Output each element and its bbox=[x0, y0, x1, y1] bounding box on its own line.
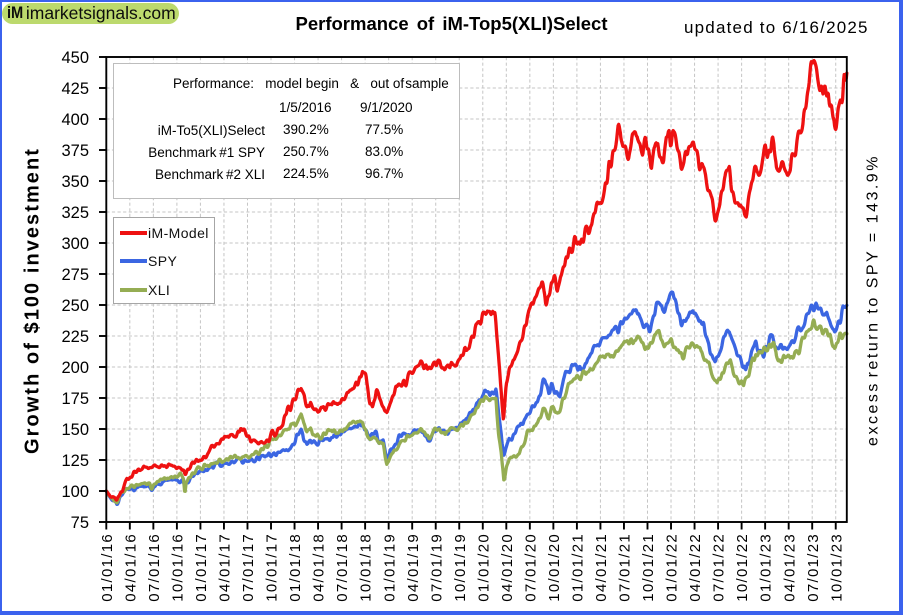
svg-text:75: 75 bbox=[71, 514, 89, 532]
svg-text:200: 200 bbox=[61, 359, 89, 377]
svg-text:04/01/23: 04/01/23 bbox=[781, 533, 798, 602]
svg-text:01/01/16: 01/01/16 bbox=[99, 533, 116, 602]
svg-text:375: 375 bbox=[61, 142, 89, 160]
svg-text:01/01/17: 01/01/17 bbox=[193, 533, 210, 602]
svg-text:350: 350 bbox=[61, 173, 89, 191]
svg-text:10/01/17: 10/01/17 bbox=[264, 533, 281, 602]
svg-text:01/01/18: 01/01/18 bbox=[287, 533, 304, 602]
svg-text:07/01/23: 07/01/23 bbox=[805, 533, 822, 602]
svg-text:150: 150 bbox=[61, 421, 89, 439]
svg-text:04/01/17: 04/01/17 bbox=[217, 533, 234, 602]
svg-text:10/01/18: 10/01/18 bbox=[358, 533, 375, 602]
svg-text:07/01/17: 07/01/17 bbox=[240, 533, 257, 602]
svg-text:10/01/19: 10/01/19 bbox=[452, 533, 469, 602]
svg-text:04/01/22: 04/01/22 bbox=[687, 533, 704, 602]
svg-text:300: 300 bbox=[61, 235, 89, 253]
svg-text:07/01/18: 07/01/18 bbox=[334, 533, 351, 602]
svg-text:10/01/16: 10/01/16 bbox=[169, 533, 186, 602]
svg-text:07/01/21: 07/01/21 bbox=[617, 533, 634, 602]
svg-text:10/01/21: 10/01/21 bbox=[640, 533, 657, 602]
svg-text:325: 325 bbox=[61, 204, 89, 222]
svg-text:04/01/18: 04/01/18 bbox=[311, 533, 328, 602]
svg-text:04/01/21: 04/01/21 bbox=[593, 533, 610, 602]
svg-text:175: 175 bbox=[61, 390, 89, 408]
svg-text:07/01/19: 07/01/19 bbox=[428, 533, 445, 602]
svg-text:01/01/20: 01/01/20 bbox=[475, 533, 492, 602]
svg-text:01/01/19: 01/01/19 bbox=[381, 533, 398, 602]
svg-text:07/01/20: 07/01/20 bbox=[522, 533, 539, 602]
svg-text:100: 100 bbox=[61, 483, 89, 501]
svg-text:07/01/22: 07/01/22 bbox=[711, 533, 728, 602]
svg-text:225: 225 bbox=[61, 328, 89, 346]
svg-text:07/01/16: 07/01/16 bbox=[146, 533, 163, 602]
svg-text:04/01/20: 04/01/20 bbox=[499, 533, 516, 602]
svg-text:10/01/23: 10/01/23 bbox=[828, 533, 845, 602]
svg-text:400: 400 bbox=[61, 111, 89, 129]
svg-text:425: 425 bbox=[61, 80, 89, 98]
svg-text:10/01/22: 10/01/22 bbox=[734, 533, 751, 602]
svg-text:10/01/20: 10/01/20 bbox=[546, 533, 563, 602]
svg-text:450: 450 bbox=[61, 49, 89, 67]
svg-text:125: 125 bbox=[61, 452, 89, 470]
svg-text:04/01/19: 04/01/19 bbox=[405, 533, 422, 602]
svg-text:01/01/21: 01/01/21 bbox=[570, 533, 587, 602]
svg-text:01/01/23: 01/01/23 bbox=[758, 533, 775, 602]
svg-text:04/01/16: 04/01/16 bbox=[122, 533, 139, 602]
svg-text:275: 275 bbox=[61, 266, 89, 284]
svg-text:250: 250 bbox=[61, 297, 89, 315]
svg-text:01/01/22: 01/01/22 bbox=[664, 533, 681, 602]
